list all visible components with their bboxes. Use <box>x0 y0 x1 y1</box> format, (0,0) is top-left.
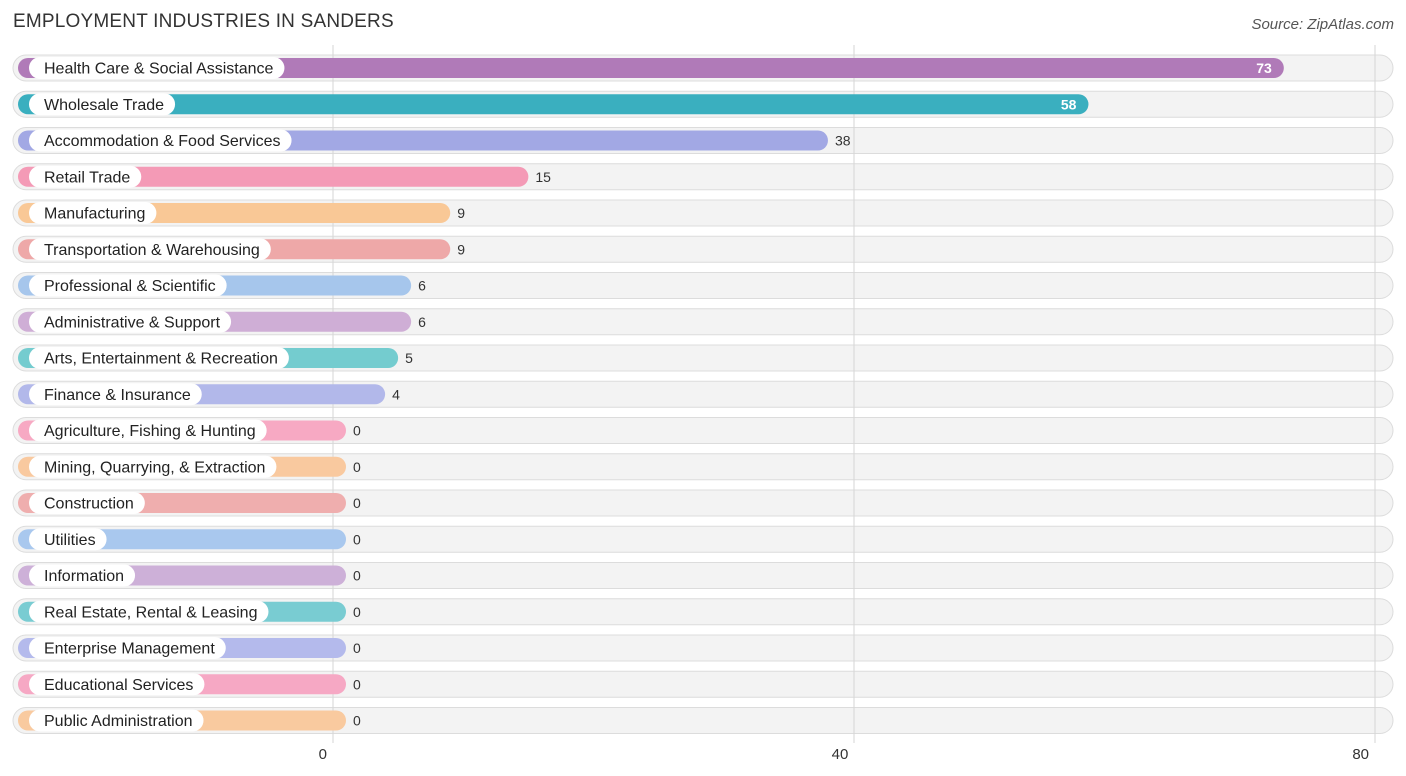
bar-label-pill <box>29 93 176 116</box>
row-background <box>12 707 1394 734</box>
bar-label: Public Administration <box>44 713 193 730</box>
bar-label-pill <box>29 383 202 406</box>
value-label: 0 <box>353 640 361 656</box>
value-label: 0 <box>353 676 361 692</box>
bar-label-pill <box>29 347 289 369</box>
row-background <box>12 670 1394 698</box>
bar-label-pill <box>29 274 227 297</box>
bar-label-pill <box>29 419 267 442</box>
row-background <box>12 453 1394 481</box>
bar-label-pill <box>29 709 204 732</box>
bar-label-pill <box>29 600 269 623</box>
value-label: 15 <box>535 169 551 185</box>
bar-label: Mining, Quarrying, & Extraction <box>44 459 265 476</box>
axis-ticks: 0 40 80 <box>319 746 1369 763</box>
bar-label: Enterprise Management <box>44 641 215 658</box>
value-label: 73 <box>1256 60 1272 76</box>
bar-label: Utilities <box>44 532 96 549</box>
value-label: 9 <box>457 205 465 221</box>
value-label: 0 <box>353 459 361 475</box>
value-label: 0 <box>353 531 361 547</box>
bar-label-pill <box>29 310 232 333</box>
source-credit: Source: ZipAtlas.com <box>1251 16 1394 33</box>
value-label: 0 <box>353 604 361 620</box>
value-label: 58 <box>1061 96 1077 112</box>
bar-label: Accommodation & Food Services <box>44 133 281 150</box>
value-label: 6 <box>418 314 426 330</box>
bar-label: Construction <box>44 496 134 513</box>
bar-label: Professional & Scientific <box>44 278 216 295</box>
chart-title: EMPLOYMENT INDUSTRIES IN SANDERS <box>13 11 394 32</box>
x-tick-label: 40 <box>832 746 849 763</box>
bar <box>18 166 529 187</box>
bar-label: Wholesale Trade <box>44 97 164 114</box>
bar-label: Administrative & Support <box>44 314 221 331</box>
bar-label-pill <box>29 528 107 551</box>
bar-label: Agriculture, Fishing & Hunting <box>44 423 256 440</box>
value-label: 0 <box>353 495 361 511</box>
bar-label-pill <box>29 57 285 79</box>
row-background <box>12 525 1394 553</box>
bar-label: Arts, Entertainment & Recreation <box>44 351 278 368</box>
bar-label-pill <box>29 129 292 152</box>
bar-label: Health Care & Social Assistance <box>44 61 274 78</box>
bar-label-pill <box>29 455 277 478</box>
bar <box>18 94 1089 115</box>
bar-label-pill <box>29 238 271 261</box>
bar-label-pill <box>29 492 145 514</box>
x-tick-label: 0 <box>319 746 327 763</box>
value-label: 4 <box>392 386 400 402</box>
row-background <box>12 634 1394 662</box>
value-label: 0 <box>353 423 361 439</box>
value-label: 0 <box>353 713 361 729</box>
bar-label-pill <box>29 202 157 224</box>
bar-label: Educational Services <box>44 677 193 694</box>
row-background <box>12 489 1394 517</box>
bar-label-pill <box>29 637 226 659</box>
bar-label-pill <box>29 564 136 587</box>
bar-label-pill <box>29 165 142 188</box>
row-background <box>12 598 1394 626</box>
value-label: 0 <box>353 568 361 584</box>
bar-label: Finance & Insurance <box>44 387 191 404</box>
bar-label: Retail Trade <box>44 169 130 186</box>
value-label: 38 <box>835 133 851 149</box>
bar-label: Manufacturing <box>44 206 145 223</box>
bar-label: Transportation & Warehousing <box>44 242 260 259</box>
bars: Health Care & Social Assistance 73 Wholesa… <box>18 57 1284 732</box>
row-background <box>12 417 1394 444</box>
value-label: 5 <box>405 350 413 366</box>
bar-label-pill <box>29 673 205 696</box>
row-background <box>12 562 1394 589</box>
bar-label: Real Estate, Rental & Leasing <box>44 604 257 621</box>
bar-label: Information <box>44 568 124 585</box>
bar <box>18 58 1284 78</box>
value-label: 9 <box>457 241 465 257</box>
x-tick-label: 80 <box>1352 746 1369 763</box>
value-label: 6 <box>418 278 426 294</box>
